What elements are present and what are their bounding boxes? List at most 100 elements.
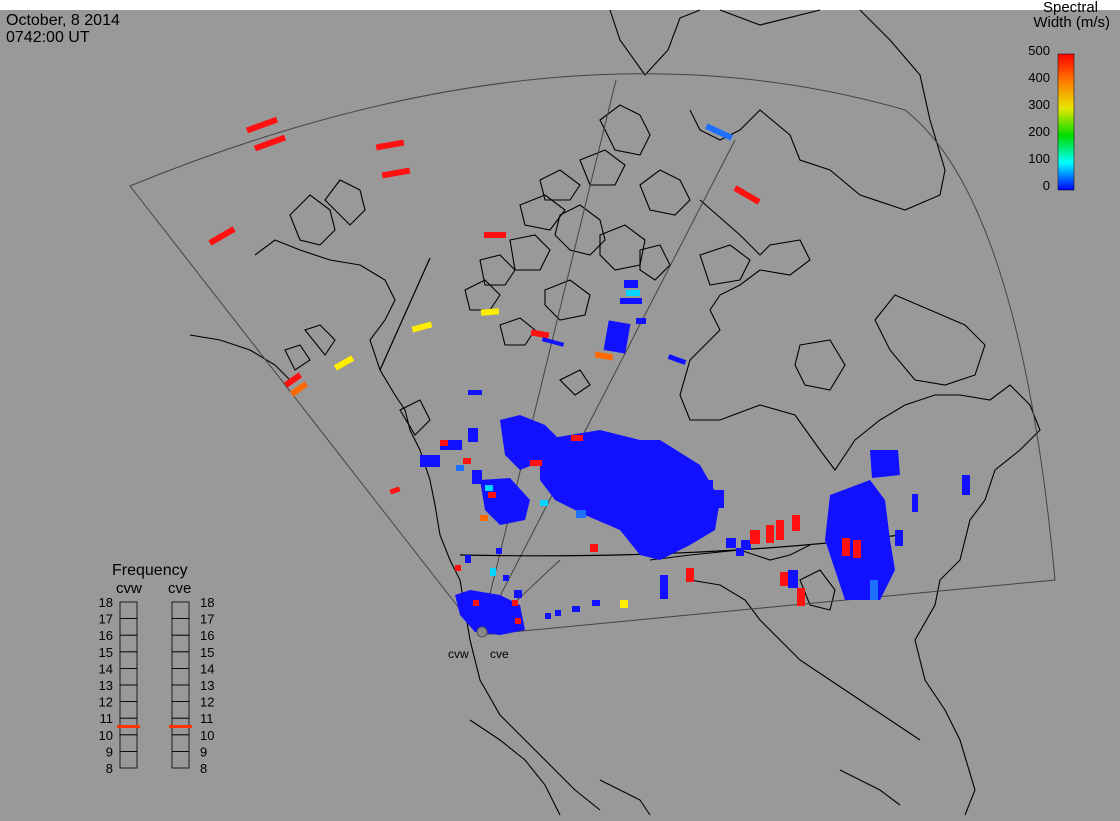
scatter-cell bbox=[389, 486, 401, 495]
scatter-cell bbox=[375, 139, 405, 151]
frequency-tick: 13 bbox=[200, 678, 214, 693]
scatter-cell bbox=[726, 538, 736, 548]
scatter-cell bbox=[456, 465, 464, 471]
colorbar-gradient bbox=[1057, 53, 1075, 191]
scatter-cell bbox=[503, 575, 509, 581]
scatter-cell bbox=[455, 565, 461, 571]
radar-site-marker bbox=[476, 626, 488, 638]
scatter-cell bbox=[853, 540, 861, 558]
scatter-cell bbox=[870, 580, 878, 600]
colorbar-title-line2: Width (m/s) bbox=[1033, 14, 1110, 31]
frequency-tick: 15 bbox=[200, 645, 214, 660]
radar-label-cve: cve bbox=[490, 647, 509, 661]
scatter-cell bbox=[705, 480, 713, 494]
frequency-tick: 11 bbox=[100, 711, 114, 726]
scatter-cell bbox=[736, 548, 744, 556]
frequency-tick: 12 bbox=[99, 695, 113, 710]
scatter-cell bbox=[530, 329, 550, 339]
scatter-cell bbox=[590, 544, 598, 552]
frequency-tick: 11 bbox=[200, 711, 214, 726]
frequency-tick: 18 bbox=[200, 595, 214, 610]
frequency-tick: 9 bbox=[106, 744, 113, 759]
scatter-cell bbox=[603, 320, 631, 354]
frequency-tick: 18 bbox=[99, 595, 113, 610]
frequency-right-label: cve bbox=[168, 580, 191, 597]
scatter-cell bbox=[468, 390, 482, 395]
scatter-region bbox=[540, 430, 720, 560]
scatter-region bbox=[870, 450, 900, 478]
frequency-tick: 16 bbox=[99, 628, 113, 643]
scatter-cell bbox=[705, 123, 733, 141]
scatter-cell bbox=[468, 428, 478, 442]
scatter-cell bbox=[555, 610, 561, 616]
scatter-cell bbox=[480, 308, 500, 316]
scatter-cell bbox=[496, 548, 502, 554]
time-label: 0742:00 UT bbox=[6, 29, 90, 46]
frequency-tick: 10 bbox=[200, 728, 214, 743]
scatter-cell bbox=[741, 540, 751, 550]
scatter-cell bbox=[420, 455, 440, 467]
map-background bbox=[0, 10, 1120, 821]
colorbar-tick: 200 bbox=[1028, 124, 1050, 139]
scatter-cell bbox=[463, 458, 471, 464]
frequency-title: Frequency bbox=[112, 562, 188, 579]
scatter-region bbox=[500, 415, 560, 470]
scatter-cell bbox=[512, 600, 518, 606]
backscatter-cells bbox=[208, 116, 970, 635]
frequency-tick: 14 bbox=[99, 661, 113, 676]
scatter-cell bbox=[484, 232, 506, 238]
scatter-cell bbox=[895, 530, 903, 546]
scatter-cell bbox=[592, 600, 600, 606]
colorbar-tick: 0 bbox=[1043, 178, 1050, 193]
frequency-tick: 13 bbox=[99, 678, 113, 693]
colorbar-title-line1: Spectral bbox=[1043, 0, 1098, 16]
scatter-cell bbox=[545, 613, 551, 619]
frequency-tick: 17 bbox=[99, 612, 113, 627]
frequency-tick: 9 bbox=[200, 744, 207, 759]
scatter-cell bbox=[530, 460, 542, 466]
scatter-cell bbox=[766, 525, 774, 543]
scatter-cell bbox=[245, 116, 279, 134]
frequency-cell bbox=[119, 751, 138, 769]
scatter-cell bbox=[480, 515, 488, 521]
scatter-cell bbox=[515, 618, 521, 624]
scatter-cell bbox=[842, 538, 850, 556]
scatter-cell bbox=[797, 588, 805, 606]
scatter-cell bbox=[780, 572, 790, 586]
frequency-cell bbox=[171, 751, 190, 769]
scatter-cell bbox=[624, 280, 638, 288]
scatter-cell bbox=[381, 167, 411, 179]
scatter-cell bbox=[411, 321, 433, 333]
frequency-tick: 14 bbox=[200, 661, 214, 676]
scatter-cell bbox=[636, 318, 646, 324]
scatter-cell bbox=[289, 381, 309, 397]
colorbar-tick: 100 bbox=[1028, 151, 1050, 166]
spectral-width-colorbar: Spectral Width (m/s) 500 400 300 200 100… bbox=[1028, 0, 1110, 193]
frequency-tick: 8 bbox=[200, 761, 207, 776]
scatter-cell bbox=[208, 226, 236, 246]
scatter-cell bbox=[620, 600, 628, 608]
colorbar-tick: 400 bbox=[1028, 70, 1050, 85]
scatter-cell bbox=[283, 372, 303, 388]
scatter-cell bbox=[667, 354, 687, 365]
scatter-cell bbox=[472, 470, 482, 484]
frequency-left-label: cvw bbox=[116, 580, 142, 597]
scatter-cell bbox=[473, 600, 479, 606]
scatter-cell bbox=[912, 494, 918, 512]
frequency-tick: 15 bbox=[99, 645, 113, 660]
radar-label-cvw: cvw bbox=[448, 647, 469, 661]
scatter-cell bbox=[626, 290, 640, 296]
frequency-tick: 10 bbox=[99, 728, 113, 743]
frequency-tick: 8 bbox=[106, 761, 113, 776]
scatter-cell bbox=[488, 492, 496, 498]
frequency-tick: 12 bbox=[200, 695, 214, 710]
frequency-tick: 16 bbox=[200, 628, 214, 643]
scatter-cell bbox=[712, 490, 724, 508]
scatter-cell bbox=[620, 298, 642, 304]
colorbar-tick: 300 bbox=[1028, 97, 1050, 112]
scatter-cell bbox=[485, 485, 493, 491]
scatter-cell bbox=[514, 590, 522, 598]
scatter-cell bbox=[465, 555, 471, 563]
